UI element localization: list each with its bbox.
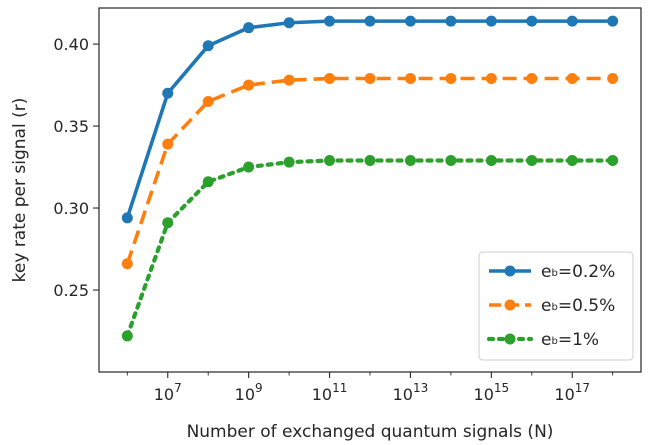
- x-tick-label: 1015: [474, 381, 510, 404]
- data-point: [283, 74, 295, 86]
- data-point: [607, 15, 619, 27]
- legend-marker: [504, 333, 516, 345]
- y-tick-label: 0.25: [53, 281, 89, 300]
- legend-label: eb=0.2%: [541, 262, 615, 282]
- y-ticks: 0.25 0.30 0.35 0.40: [53, 35, 99, 300]
- data-point: [566, 73, 578, 85]
- data-point: [526, 15, 538, 27]
- y-tick-label: 0.40: [53, 35, 89, 54]
- data-point: [485, 154, 497, 166]
- data-point: [404, 154, 416, 166]
- data-point: [162, 217, 174, 229]
- data-point: [566, 15, 578, 27]
- legend-marker: [504, 265, 516, 277]
- x-tick-label: 1013: [393, 381, 429, 404]
- data-point: [162, 138, 174, 150]
- data-point: [445, 154, 457, 166]
- legend-label: eb=1%: [541, 330, 599, 350]
- data-point: [607, 154, 619, 166]
- x-axis-label: Number of exchanged quantum signals (N): [187, 422, 554, 442]
- data-point: [283, 17, 295, 29]
- y-tick-label: 0.35: [53, 117, 89, 136]
- legend-box: [478, 251, 634, 361]
- data-point: [202, 95, 214, 107]
- legend-marker: [504, 299, 516, 311]
- data-point: [121, 212, 133, 224]
- data-point: [243, 79, 255, 91]
- data-point: [526, 73, 538, 85]
- data-point: [445, 73, 457, 85]
- data-point: [202, 176, 214, 188]
- data-point: [243, 161, 255, 173]
- data-point: [324, 154, 336, 166]
- x-tick-label: 1011: [312, 381, 348, 404]
- data-point: [404, 15, 416, 27]
- x-tick-label: 109: [235, 381, 263, 404]
- legend-label: eb=0.5%: [541, 296, 615, 316]
- legend: eb=0.2% eb=0.5% eb=1%: [478, 251, 634, 361]
- x-ticks: 107 109 1011 1013 1015 1017: [126, 372, 614, 404]
- data-point: [162, 87, 174, 99]
- data-point: [364, 154, 376, 166]
- data-point: [121, 330, 133, 342]
- data-point: [121, 258, 133, 270]
- data-point: [445, 15, 457, 27]
- data-point: [324, 15, 336, 27]
- data-point: [485, 73, 497, 85]
- data-point: [607, 73, 619, 85]
- data-point: [202, 40, 214, 52]
- data-point: [283, 156, 295, 168]
- data-point: [364, 15, 376, 27]
- data-point: [364, 73, 376, 85]
- y-axis-label: key rate per signal (r): [10, 98, 30, 283]
- series-layer: [121, 15, 619, 342]
- data-point: [566, 154, 578, 166]
- data-point: [485, 15, 497, 27]
- x-tick-label: 1017: [554, 381, 590, 404]
- x-tick-label: 107: [154, 381, 182, 404]
- data-point: [404, 73, 416, 85]
- data-point: [526, 154, 538, 166]
- y-tick-label: 0.30: [53, 199, 89, 218]
- data-point: [243, 22, 255, 34]
- data-point: [324, 73, 336, 85]
